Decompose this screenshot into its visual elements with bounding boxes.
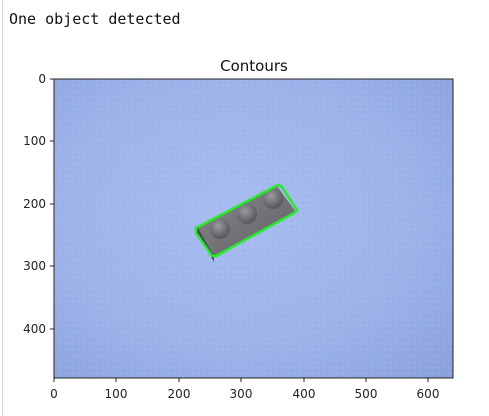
y-tick-label: 0 bbox=[38, 72, 46, 86]
cell-left-border bbox=[2, 0, 3, 416]
x-tick-label: 400 bbox=[293, 387, 316, 401]
detected-contour bbox=[194, 183, 299, 258]
x-tick-label: 200 bbox=[168, 387, 191, 401]
x-tick-label: 100 bbox=[105, 387, 128, 401]
x-tick-label: 500 bbox=[355, 387, 378, 401]
y-tick-label: 200 bbox=[23, 197, 46, 211]
y-axis: 0 100 200 300 400 bbox=[23, 72, 54, 336]
figure-title: Contours bbox=[220, 57, 288, 75]
x-tick-label: 0 bbox=[50, 387, 58, 401]
y-tick-label: 100 bbox=[23, 134, 46, 148]
x-tick-label: 300 bbox=[230, 387, 253, 401]
brick-stud-1 bbox=[210, 219, 230, 239]
y-tick-label: 400 bbox=[23, 322, 46, 336]
y-tick-label: 300 bbox=[23, 259, 46, 273]
image-area bbox=[54, 79, 453, 378]
brick-stud-3 bbox=[263, 189, 283, 209]
x-axis: 0 100 200 300 400 500 600 bbox=[50, 378, 439, 401]
axes-frame bbox=[53, 78, 454, 379]
output-message: One object detected bbox=[9, 10, 181, 28]
x-tick-label: 600 bbox=[417, 387, 440, 401]
brick-stud-2 bbox=[237, 204, 257, 224]
